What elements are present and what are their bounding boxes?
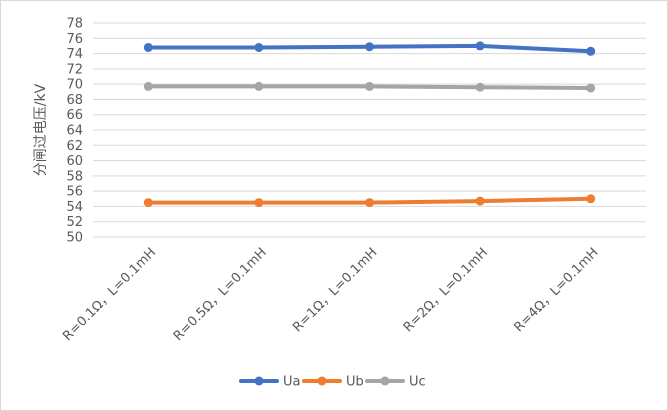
y-tick-label: 54 — [66, 200, 83, 215]
y-tick-label: 60 — [66, 154, 83, 169]
y-tick-label: 64 — [66, 124, 83, 139]
data-point — [475, 82, 485, 92]
y-tick-label: 78 — [66, 17, 83, 32]
x-axis-ticks: R=0.1Ω，L=0.1mH R=0.5Ω，L=0.1mH R=1Ω，L=0.1mH… — [60, 245, 601, 344]
data-point — [586, 46, 596, 56]
data-point — [254, 198, 264, 208]
legend: Ua Ub Uc — [239, 375, 426, 390]
y-tick-label: 70 — [66, 78, 83, 93]
data-point — [365, 198, 374, 208]
y-tick-label: 66 — [66, 108, 83, 123]
gridlines — [93, 22, 646, 238]
data-point — [475, 196, 485, 206]
y-tick-label: 58 — [66, 169, 83, 184]
y-tick-label: 50 — [66, 231, 83, 246]
data-point — [475, 41, 485, 51]
y-tick-label: 76 — [66, 32, 83, 47]
legend-label: Ub — [346, 375, 364, 390]
x-tick-label: R=2Ω，L=0.1mH — [401, 245, 491, 335]
legend-label: Ua — [283, 375, 300, 390]
series-ub — [143, 194, 596, 208]
x-tick-label: R=0.1Ω，L=0.1mH — [60, 245, 159, 344]
data-point — [365, 42, 374, 52]
legend-label: Uc — [409, 375, 426, 390]
legend-item-ua: Ua — [239, 375, 300, 390]
data-point — [143, 81, 153, 91]
y-axis-title: 分闸过电压/kV — [33, 83, 49, 176]
x-tick-label: R=0.5Ω，L=0.1mH — [171, 245, 270, 344]
legend-marker — [317, 376, 327, 386]
y-tick-label: 56 — [66, 185, 83, 200]
y-tick-label: 72 — [66, 62, 83, 77]
y-tick-label: 52 — [66, 215, 83, 230]
y-tick-label: 68 — [66, 93, 83, 108]
data-point — [254, 81, 264, 91]
legend-marker — [380, 376, 390, 386]
data-point — [143, 198, 153, 208]
legend-marker — [254, 376, 264, 386]
series-ua — [143, 41, 596, 56]
series-lines — [143, 41, 596, 208]
legend-item-ub: Ub — [302, 375, 364, 390]
x-tick-label: R=1Ω，L=0.1mH — [290, 245, 380, 335]
legend-item-uc: Uc — [365, 375, 426, 390]
data-point — [365, 81, 374, 91]
series-uc — [143, 81, 596, 93]
y-tick-label: 74 — [66, 47, 83, 62]
x-tick-label: R=4Ω，L=0.1mH — [511, 245, 601, 335]
data-point — [586, 194, 596, 204]
data-point — [254, 42, 264, 52]
y-tick-label: 62 — [66, 139, 83, 154]
data-point — [143, 42, 153, 52]
data-point — [586, 83, 596, 93]
